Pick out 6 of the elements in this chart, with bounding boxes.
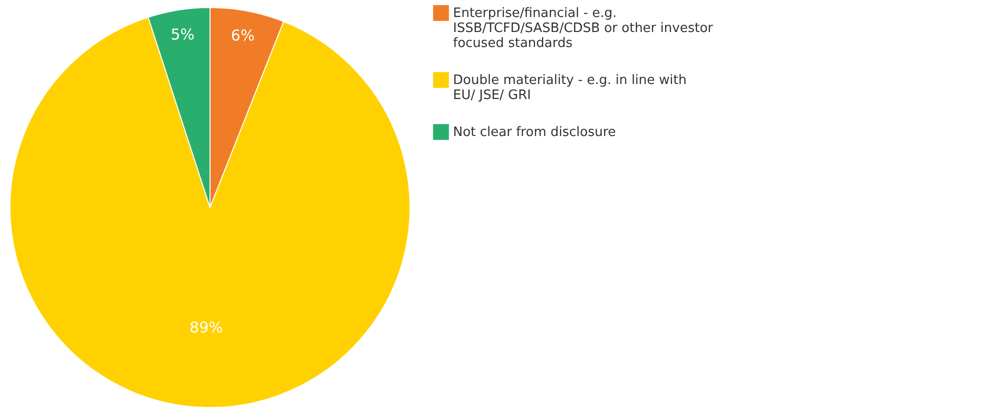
data-label: 5% (170, 26, 195, 44)
legend-label: Double materiality - e.g. in line with EU/ JSE/ GRI (453, 73, 687, 103)
data-label: 89% (190, 318, 223, 336)
legend-label: Enterprise/financial - e.g. ISSB/TCFD/SASB/CDSB or other investor focused standards (453, 6, 714, 51)
legend-label: Not clear from disclosure (453, 125, 616, 140)
data-label: 6% (230, 26, 255, 45)
